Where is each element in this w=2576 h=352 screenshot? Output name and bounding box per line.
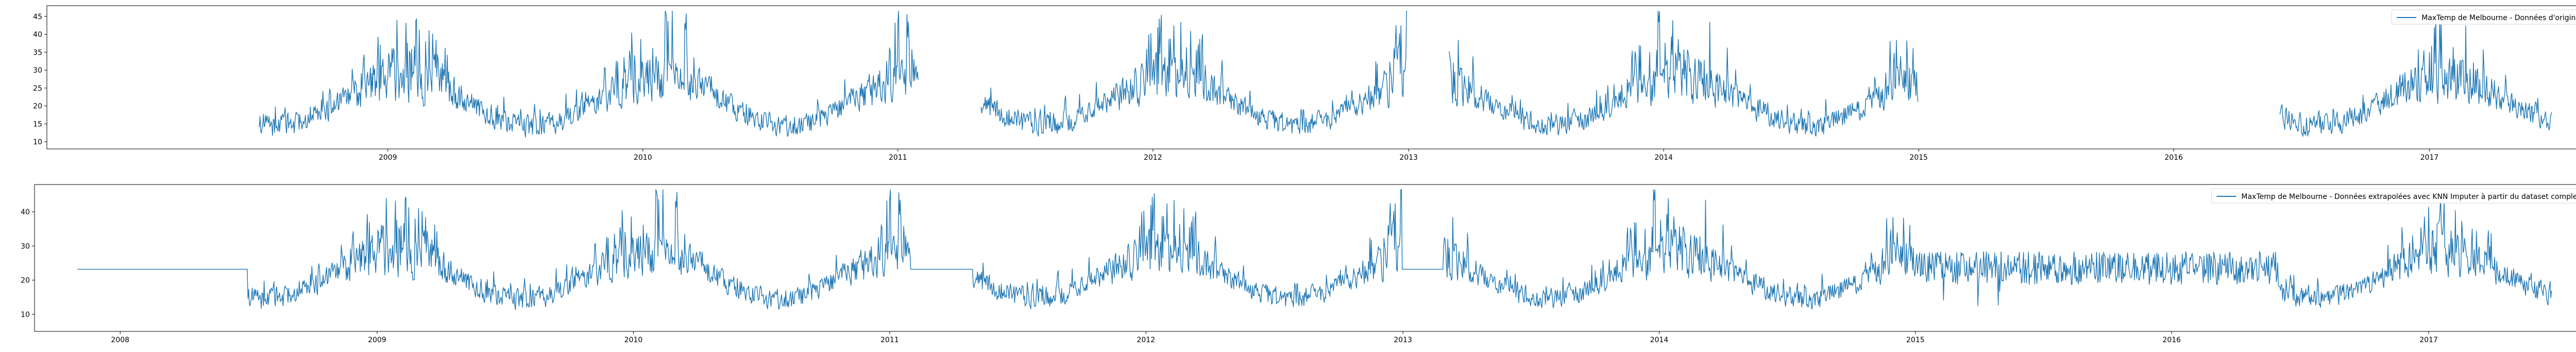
top-chart-x-tick-label: 2017: [2420, 154, 2439, 162]
bottom-chart-legend: MaxTemp de Melbourne - Données extrapolé…: [2211, 188, 2576, 204]
bottom-chart-axes-frame: [34, 184, 2576, 332]
top-chart-legend-box: [2391, 9, 2576, 25]
top-chart-x-tick-label: 2016: [2164, 154, 2183, 162]
bottom-chart-x-tick-label: 2013: [1394, 336, 1412, 344]
bottom-chart-series-line: [77, 189, 2552, 310]
bottom-chart-y-tick-label: 20: [21, 277, 30, 285]
bottom-chart-x-tick-label: 2014: [1650, 336, 1669, 344]
bottom-chart-y-tick-label: 30: [21, 242, 30, 250]
top-chart-x-tick-label: 2009: [379, 154, 397, 162]
bottom-chart-x-tick-label: 2010: [624, 336, 643, 344]
bottom-chart-plot-area: [77, 189, 2552, 310]
top-chart-axes-frame: [46, 5, 2576, 149]
top-chart-x-tick-label: 2010: [634, 154, 652, 162]
top-chart-x-tick-label: 2011: [889, 154, 907, 162]
top-chart-y-tick-label: 10: [33, 138, 42, 146]
top-chart-panel: 2009 2010 2011 2012 2013 2014 2015 2016 2017 101…: [33, 5, 2576, 162]
bottom-chart-legend-label: MaxTemp de Melbourne - Données extrapolé…: [2241, 193, 2576, 201]
top-chart-x-tick-label: 2013: [1399, 154, 1418, 162]
top-chart-y-tick-label: 15: [33, 120, 42, 128]
bottom-chart-x-axis: 2008 2009 2010 2011 2012 2013 2014 2015 2016 2017: [111, 331, 2438, 344]
bottom-chart-y-axis: 10 20 30 40: [21, 208, 35, 319]
bottom-chart-panel: 2008 2009 2010 2011 2012 2013 2014 2015 2016 2017…: [21, 184, 2576, 344]
bottom-chart-x-tick-label: 2011: [880, 336, 899, 344]
top-chart-series-line: [259, 10, 2552, 138]
top-chart-legend: MaxTemp de Melbourne - Données d'origine: [2391, 9, 2576, 25]
bottom-chart-x-tick-label: 2015: [1906, 336, 1925, 344]
bottom-chart-x-tick-label: 2008: [111, 336, 129, 344]
bottom-chart-x-tick-label: 2016: [2162, 336, 2181, 344]
top-chart-x-axis: 2009 2010 2011 2012 2013 2014 2015 2016 2017: [379, 149, 2438, 162]
bottom-chart-y-tick-label: 40: [21, 208, 30, 216]
top-chart-y-tick-label: 20: [33, 103, 42, 111]
top-chart-plot-area: [259, 10, 2552, 138]
bottom-chart-x-tick-label: 2009: [368, 336, 386, 344]
bottom-chart-legend-box: [2211, 188, 2576, 204]
bottom-chart-y-tick-label: 10: [21, 311, 30, 319]
top-chart-y-tick-label: 35: [33, 48, 42, 57]
bottom-chart-x-tick-label: 2017: [2419, 336, 2438, 344]
top-chart-y-tick-label: 45: [33, 13, 42, 21]
top-chart-y-axis: 10 15 20 25 30 35 40 45: [33, 13, 47, 146]
bottom-chart-x-tick-label: 2012: [1137, 336, 1155, 344]
top-chart-x-tick-label: 2012: [1144, 154, 1162, 162]
top-chart-y-tick-label: 25: [33, 85, 42, 93]
top-chart-legend-label: MaxTemp de Melbourne - Données d'origine: [2421, 14, 2576, 22]
top-chart-y-tick-label: 30: [33, 66, 42, 75]
top-chart-y-tick-label: 40: [33, 31, 42, 39]
top-chart-x-tick-label: 2015: [1909, 154, 1928, 162]
top-chart-x-tick-label: 2014: [1654, 154, 1673, 162]
